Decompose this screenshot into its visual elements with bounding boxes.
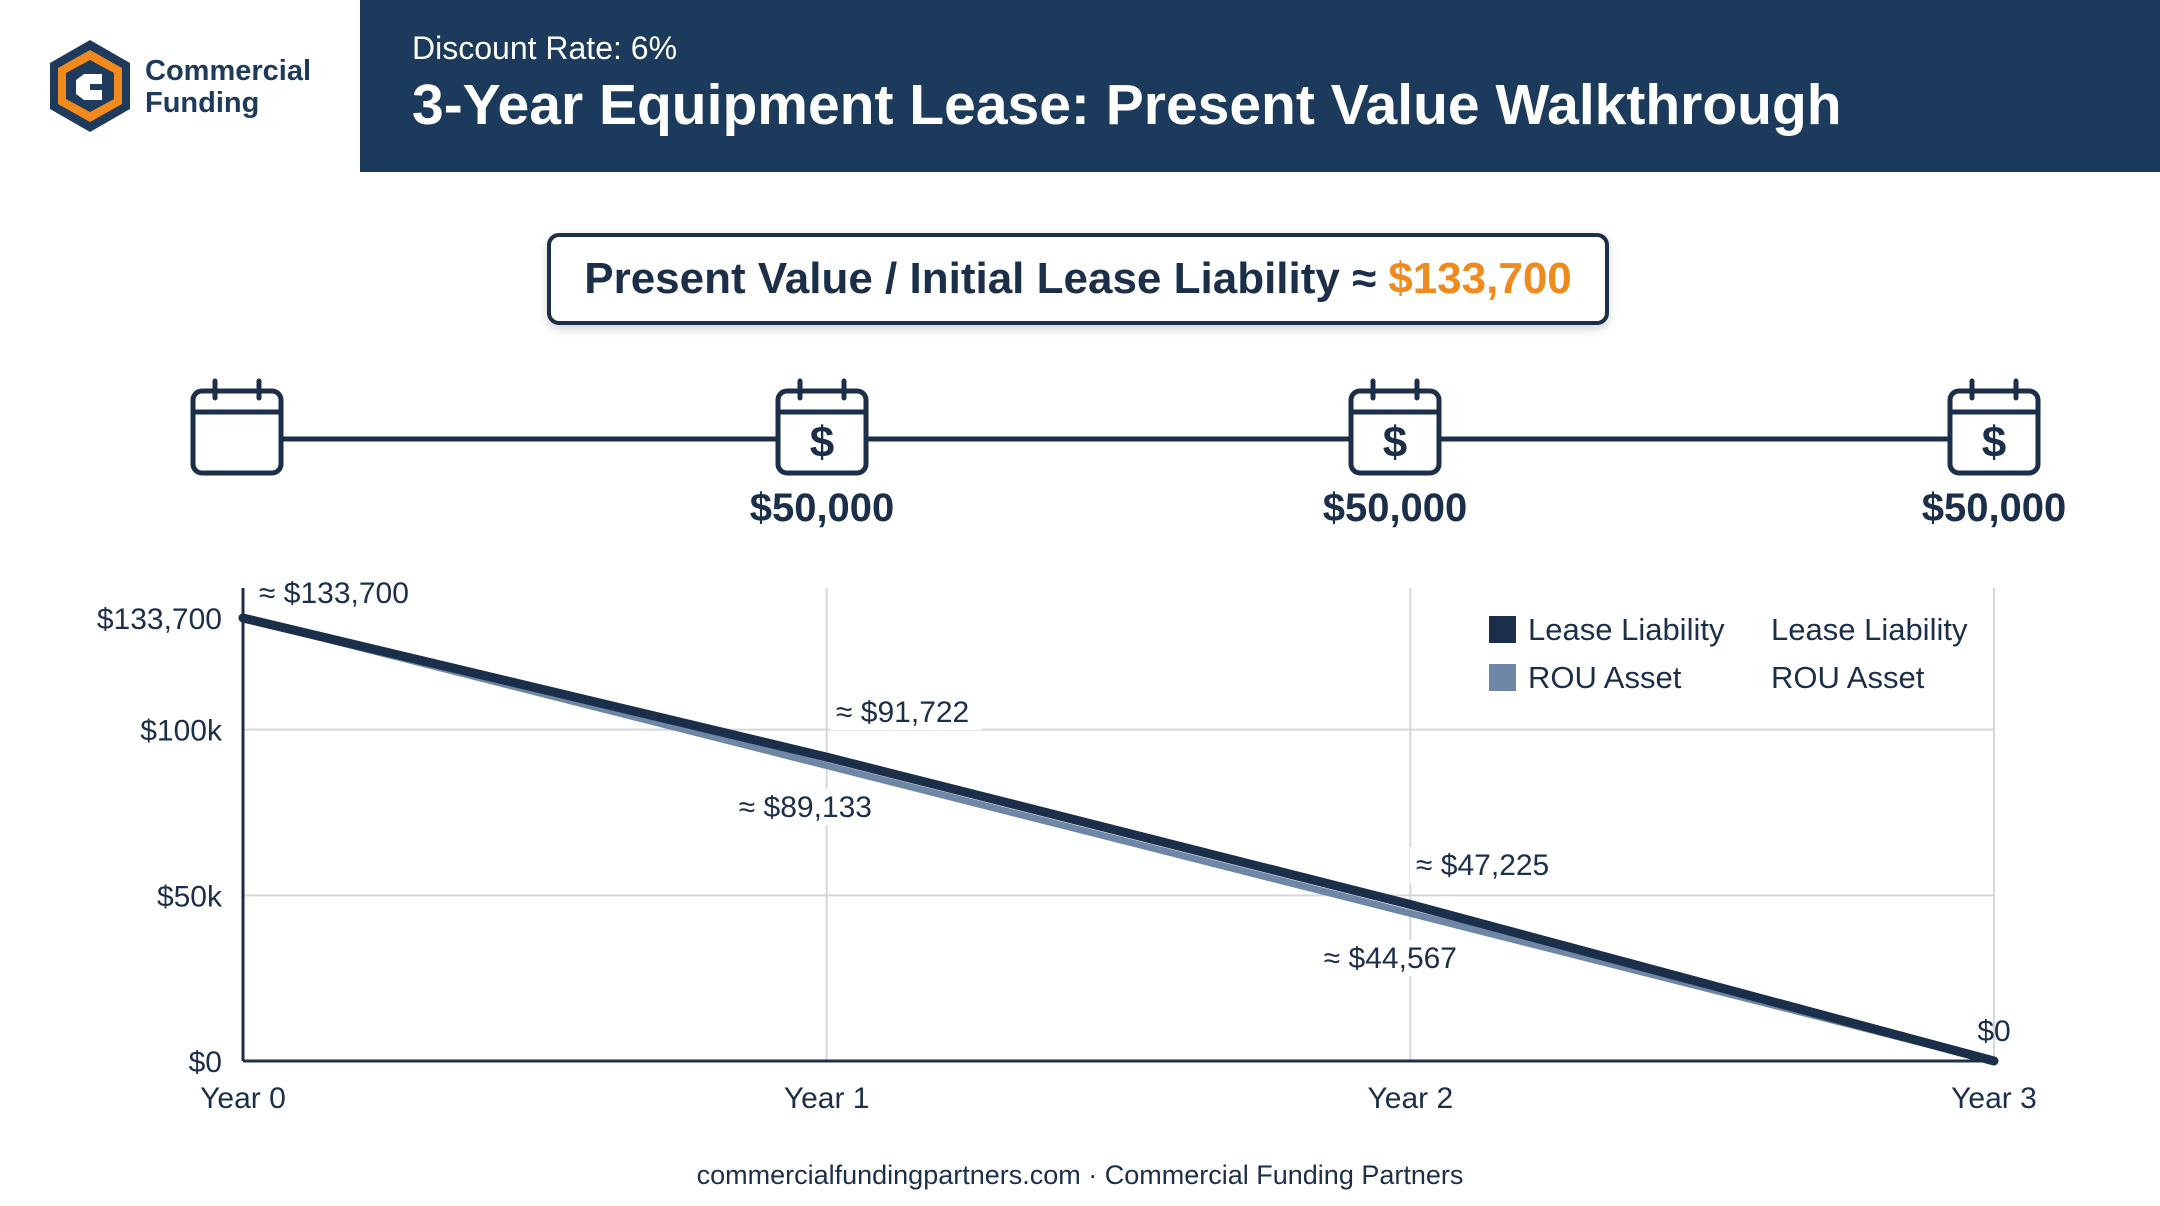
calendar-icon [190,378,284,476]
payment-amount-year-1: $50,000 [749,486,895,530]
payment-timeline: $ $ $ [190,378,2041,476]
discount-rate-subtitle: Discount Rate: 6% [412,30,678,66]
x-tick-label: Year 0 [200,1082,286,1115]
x-tick-label: Year 1 [784,1082,870,1115]
legend-label: Lease Liability [1528,612,1725,647]
brand-logo-area: Commercial Funding [0,0,360,172]
page-title: 3-Year Equipment Lease: Present Value Wa… [412,73,1842,137]
present-value-amount: $133,700 [1388,254,1572,303]
y-tick-label: $100k [140,715,223,748]
calendar-dollar-icon: $ [1947,378,2041,476]
header-banner: Discount Rate: 6% 3-Year Equipment Lease… [360,0,2160,172]
y-tick-label: $50k [157,880,223,913]
legend-swatch [1489,616,1516,643]
data-label: ≈ $91,722 [836,696,969,729]
data-label: ≈ $89,133 [739,791,872,824]
calendar-dollar-icon: $ [1348,378,1442,476]
brand-name: Commercial Funding [145,55,311,119]
data-label: ≈ $133,700 [259,577,409,610]
y-tick-label: $0 [189,1046,222,1079]
present-value-summary-box: Present Value / Initial Lease Liability … [547,233,1609,325]
payment-amount-year-3: $50,000 [1921,486,2067,530]
data-label: ≈ $47,225 [1416,849,1549,882]
calendar-dollar-icon: $ [775,378,869,476]
brand-name-line2: Funding [145,87,260,119]
payment-amount-year-2: $50,000 [1322,486,1468,530]
x-tick-label: Year 2 [1368,1082,1454,1115]
brand-name-line1: Commercial [145,55,312,87]
data-label-background [726,789,878,825]
legend-label: ROU Asset [1528,660,1682,695]
legend-swatch [1489,664,1516,691]
data-label-background [830,694,982,730]
svg-text:$: $ [1982,418,2006,467]
footer-credit: commercialfundingpartners.com · Commerci… [696,1160,1464,1190]
x-tick-label: Year 3 [1951,1082,2037,1115]
present-value-label: Present Value / Initial Lease Liability … [584,254,1377,303]
svg-text:$: $ [1383,418,1407,467]
y-tick-label: $133,700 [97,603,222,636]
lease-balance-chart: $0 $50k $100k $133,700 Year 0 Year 1 Year 2 Yea… [97,577,2037,1115]
brand-logo-icon [50,40,130,132]
svg-text:$: $ [810,418,834,467]
legend-label-secondary: Lease Liability [1771,612,1968,647]
data-label-background [1410,847,1562,883]
data-label: $0 [1977,1015,2010,1048]
data-label: ≈ $44,567 [1324,942,1457,975]
data-label-background [1311,940,1463,976]
legend-label-secondary: ROU Asset [1771,660,1925,695]
series-line-lease-liability [238,613,1999,1066]
